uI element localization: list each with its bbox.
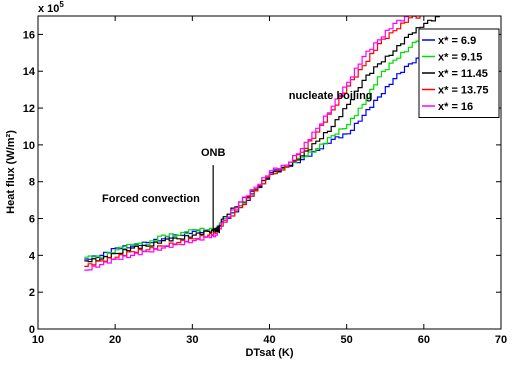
x-tick-label: 40 [263, 334, 275, 346]
x-tick-label: 30 [186, 334, 198, 346]
legend-entry: x* = 13.75 [438, 85, 488, 97]
annotation-1: nucleate boiling [289, 90, 373, 102]
y-tick-label: 8 [29, 177, 35, 189]
x-tick-label: 70 [495, 334, 507, 346]
y-tick-label: 10 [23, 140, 35, 152]
legend-entry: x* = 11.45 [438, 68, 488, 80]
x-axis-label: DTsat (K) [245, 347, 293, 359]
y-tick-label: 2 [29, 287, 35, 299]
y-tick-label: 14 [23, 66, 36, 78]
legend-entry: x* = 9.15 [438, 52, 482, 64]
y-tick-label: 16 [23, 29, 35, 41]
annotation-3: ONB [201, 147, 226, 159]
y-multiplier-label: x 105 [38, 0, 64, 15]
legend-entry: x* = 16 [438, 101, 473, 113]
x-tick-label: 10 [32, 334, 44, 346]
y-tick-label: 4 [29, 250, 36, 262]
y-tick-label: 0 [29, 324, 35, 336]
y-tick-label: 12 [23, 103, 35, 115]
x-tick-label: 50 [341, 334, 353, 346]
y-tick-label: 6 [29, 214, 35, 226]
x-tick-label: 60 [418, 334, 430, 346]
annotation-2: Forced convection [102, 193, 200, 205]
y-multiplier-exponent: 5 [59, 0, 64, 9]
series-line-5 [84, 16, 409, 271]
y-axis-label: Heat flux (W/m²) [5, 130, 17, 214]
legend: x* = 6.9 x* = 9.15 x* = 11.45 x* = 13.75 x* … [418, 28, 500, 118]
x-tick-label: 20 [109, 334, 121, 346]
legend-entry: x* = 6.9 [438, 35, 476, 47]
